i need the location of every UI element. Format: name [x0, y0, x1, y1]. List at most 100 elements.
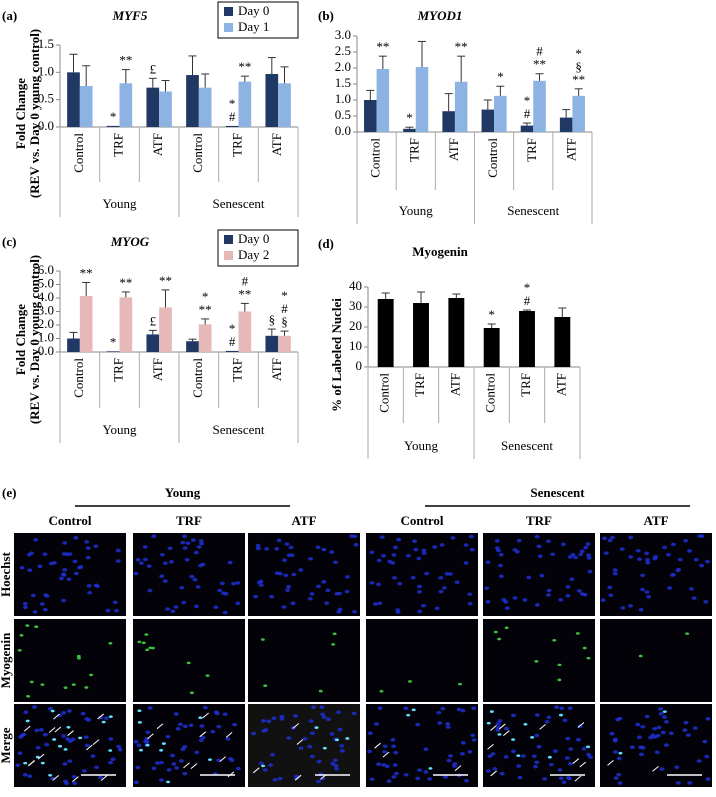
- nucleus: [190, 538, 196, 542]
- nucleus: [309, 592, 315, 596]
- nucleus: [138, 561, 144, 565]
- myogenin-stain: [108, 642, 113, 645]
- nucleus: [199, 541, 205, 546]
- nucleus: [688, 587, 694, 591]
- nucleus: [133, 571, 139, 576]
- nucleus: [565, 736, 571, 741]
- micrograph-bg: [14, 619, 126, 702]
- significance-label: §: [269, 312, 276, 327]
- arrow: [156, 723, 164, 730]
- nucleus: [281, 558, 287, 563]
- nucleus: [108, 737, 114, 741]
- bar: [278, 335, 291, 352]
- nucleus: [268, 763, 274, 767]
- significance-label: **: [199, 302, 212, 317]
- nucleus: [377, 706, 383, 711]
- arrow: [382, 751, 390, 758]
- myogenin-stain: [34, 625, 39, 629]
- nucleus: [192, 577, 198, 582]
- nucleus: [645, 560, 651, 565]
- chart-title: MYF5: [112, 8, 148, 23]
- arrow: [190, 763, 198, 770]
- nucleus: [569, 577, 575, 581]
- nucleus: [180, 540, 186, 545]
- nucleus: [467, 601, 473, 606]
- nucleus: [565, 775, 571, 780]
- chart-title: MYOG: [110, 234, 150, 249]
- nucleus: [276, 538, 282, 543]
- nucleus: [640, 746, 646, 750]
- arrow: [499, 723, 506, 730]
- nucleus: [47, 706, 53, 711]
- myogenin-stain: [25, 624, 30, 627]
- nucleus: [554, 705, 560, 710]
- nucleus: [321, 580, 327, 584]
- nucleus: [279, 717, 285, 721]
- nucleus: [62, 762, 68, 766]
- row-label: Merge: [0, 727, 13, 763]
- y-tick-label: 30: [349, 298, 362, 313]
- significance-label: **: [238, 286, 251, 301]
- nucleus: [548, 762, 554, 767]
- nucleus: [274, 571, 280, 575]
- y-axis-label: % of Labeled Nuclei: [329, 298, 344, 412]
- y-tick-label: 3.0: [335, 27, 351, 42]
- myogenin-stain: [189, 691, 194, 695]
- bar: [442, 111, 455, 132]
- myogenin-stain: [40, 761, 45, 765]
- x-tick-label: Control: [71, 133, 86, 173]
- myogenin-stain: [137, 709, 142, 713]
- micrograph: [366, 533, 478, 616]
- nucleus: [181, 600, 187, 605]
- nucleus: [702, 739, 708, 744]
- nucleus: [332, 560, 338, 565]
- significance-label: §: [575, 59, 582, 74]
- nucleus: [539, 573, 545, 578]
- nucleus: [85, 555, 91, 560]
- micrograph: [133, 533, 245, 616]
- nucleus: [337, 607, 343, 612]
- nucleus: [395, 610, 401, 614]
- column-label: ATF: [643, 513, 668, 528]
- row-label: Hoechst: [0, 551, 13, 596]
- bar: [415, 67, 429, 132]
- myogenin-stain: [345, 737, 350, 740]
- bar: [494, 95, 507, 132]
- nucleus: [324, 601, 330, 605]
- myogenin-stain: [493, 630, 498, 634]
- micrograph: [600, 533, 712, 616]
- myogenin-stain: [497, 637, 502, 641]
- nucleus: [73, 536, 79, 540]
- nucleus: [659, 767, 665, 771]
- nucleus: [376, 558, 382, 563]
- arrow: [294, 774, 302, 781]
- nucleus: [583, 545, 589, 550]
- nucleus: [635, 548, 641, 553]
- nucleus: [644, 558, 650, 562]
- nucleus: [655, 733, 661, 738]
- x-tick-label: Control: [485, 138, 500, 178]
- nucleus: [381, 554, 387, 558]
- nucleus: [277, 776, 283, 781]
- nucleus: [423, 747, 429, 752]
- nucleus: [194, 750, 200, 755]
- bar: [481, 109, 495, 132]
- arrow: [607, 760, 614, 766]
- chart-title: Myogenin: [412, 244, 468, 259]
- nucleus: [499, 771, 505, 776]
- arrow: [97, 713, 105, 720]
- nucleus: [374, 722, 380, 726]
- nucleus: [253, 594, 259, 599]
- nucleus: [72, 559, 78, 564]
- x-tick-label: TRF: [229, 133, 244, 157]
- nucleus: [516, 538, 522, 543]
- nucleus: [64, 552, 70, 556]
- nucleus: [510, 713, 516, 718]
- nucleus: [416, 590, 422, 594]
- nucleus: [42, 552, 48, 557]
- nucleus: [446, 758, 452, 763]
- nucleus: [28, 551, 34, 556]
- y-tick-label: 1.0: [38, 329, 54, 344]
- nucleus: [93, 544, 99, 548]
- myogenin-stain: [314, 726, 319, 729]
